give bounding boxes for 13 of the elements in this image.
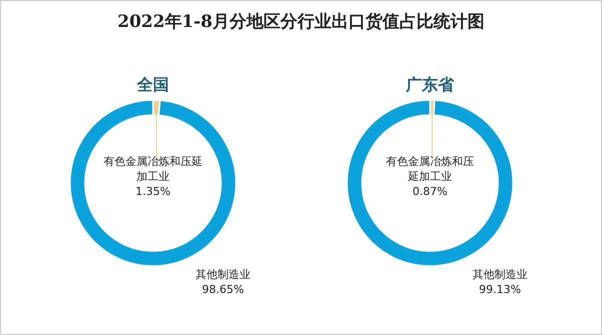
chart-title: 全国	[136, 75, 169, 94]
donut-slice	[346, 99, 514, 267]
slice-label: 其他制造业	[196, 268, 250, 281]
donut-slice	[69, 99, 237, 267]
data-label: 99.13%	[479, 283, 521, 296]
text: 2022年1-8月分地区分行业出口货值占比统计图	[117, 12, 485, 32]
slice-label: 有色金属冶炼和压延加工业	[104, 155, 202, 183]
slice-label: 其他制造业	[472, 268, 528, 281]
data-label: 1.35%	[136, 185, 170, 198]
slice-label: 有色金属冶炼和压延加工业	[386, 155, 474, 183]
chart-title: 广东省	[405, 75, 455, 94]
data-label: 0.87%	[412, 185, 448, 198]
data-label: 98.65%	[202, 283, 244, 296]
